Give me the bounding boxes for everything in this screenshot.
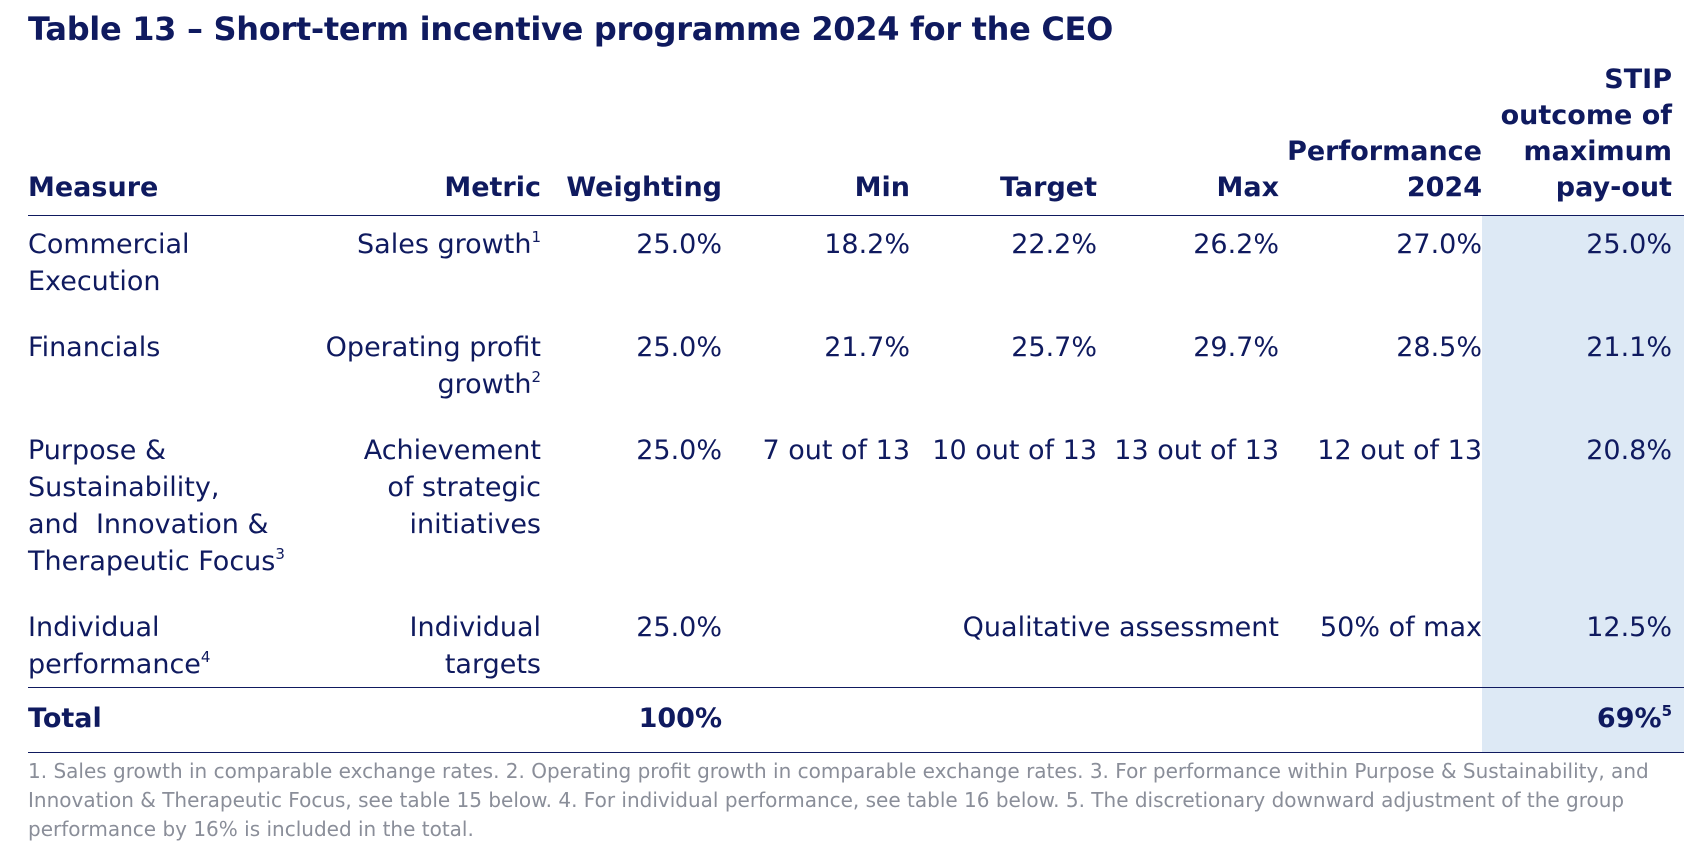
metric-line: initiatives (409, 509, 542, 540)
total-row: Total 100% 69%5 (28, 687, 1684, 753)
min-cell: 7 out of 13 (762, 435, 910, 466)
performance-cell: 12 out of 13 (1317, 435, 1482, 466)
measure-cell: Financials (28, 319, 298, 422)
qualitative-assessment-cell: Qualitative assessment (722, 599, 1279, 688)
performance-cell: 28.5% (1396, 332, 1482, 363)
measure-line: Execution (28, 266, 161, 297)
header-max: Max (1097, 62, 1279, 216)
metric-text: growth (437, 369, 532, 400)
table-title: Table 13 – Short-term incentive programm… (28, 10, 1114, 48)
metric-line: targets (444, 649, 541, 680)
measure-line: Therapeutic Focus3 (28, 543, 298, 580)
measure-cell: Purpose & Sustainability, and Innovation… (28, 422, 298, 599)
header-performance-line-1: Performance (1287, 136, 1482, 167)
max-cell: 26.2% (1193, 229, 1279, 260)
outcome-cell: 25.0% (1482, 215, 1684, 319)
header-stip-line-1: STIP (1604, 64, 1672, 95)
header-metric: Metric (298, 62, 541, 216)
weighting-cell: 25.0% (636, 435, 722, 466)
metric-line: of strategic (387, 472, 541, 503)
incentive-table: Measure Metric Weighting Min Target Max … (28, 62, 1684, 753)
table-row-individual-performance: Individual performance4 Individual targe… (28, 599, 1684, 688)
min-cell: 21.7% (824, 332, 910, 363)
empty-cell (298, 687, 541, 753)
header-stip-line-2: outcome of (1500, 100, 1672, 131)
footnote-marker: 1 (531, 228, 541, 246)
table-row-financials: Financials Operating profit growth2 25.0… (28, 319, 1684, 422)
measure-cell: Commercial Execution (28, 216, 298, 320)
max-cell: 29.7% (1193, 332, 1279, 363)
target-cell: 10 out of 13 (932, 435, 1097, 466)
header-stip-line-3: maximum (1523, 136, 1672, 167)
total-outcome: 69%5 (1482, 687, 1684, 753)
header-target: Target (910, 62, 1097, 216)
metric-cell: Individual targets (298, 599, 541, 688)
min-cell: 18.2% (824, 229, 910, 260)
outcome-cell: 12.5% (1482, 599, 1684, 688)
metric-cell: Achievement of strategic initiatives (298, 422, 541, 599)
outcome-cell: 21.1% (1482, 319, 1684, 422)
empty-cell (1097, 687, 1279, 753)
measure-text: performance (28, 649, 201, 680)
measure-line: Sustainability, (28, 472, 220, 503)
measure-line: Financials (28, 332, 161, 363)
measure-line: and Innovation & (28, 509, 269, 540)
weighting-cell: 25.0% (636, 332, 722, 363)
empty-cell (722, 687, 910, 753)
table-row-purpose-sustainability: Purpose & Sustainability, and Innovation… (28, 422, 1684, 599)
footnote-marker: 2 (531, 368, 541, 386)
max-cell: 13 out of 13 (1114, 435, 1279, 466)
footnote-marker: 3 (275, 545, 285, 563)
header-performance-line-2: 2024 (1406, 172, 1482, 203)
metric-line: Sales growth1 (298, 226, 541, 263)
metric-line: Achievement (363, 435, 541, 466)
outcome-cell: 20.8% (1482, 422, 1684, 599)
measure-cell: Individual performance4 (28, 599, 298, 688)
header-min: Min (722, 62, 910, 216)
metric-cell: Sales growth1 (298, 216, 541, 320)
empty-cell (910, 687, 1097, 753)
target-cell: 25.7% (1011, 332, 1097, 363)
footnote-marker: 5 (1661, 702, 1672, 720)
total-outcome-value: 69% (1596, 703, 1662, 734)
metric-line: growth2 (298, 366, 542, 403)
weighting-cell: 25.0% (541, 599, 722, 688)
performance-cell: 50% of max (1279, 599, 1482, 688)
target-cell: 22.2% (1011, 229, 1097, 260)
header-stip-line-4: pay-out (1555, 172, 1672, 203)
measure-line: Commercial (28, 229, 190, 260)
total-weighting: 100% (541, 687, 722, 753)
header-measure: Measure (28, 62, 298, 216)
metric-line: Individual (409, 612, 542, 643)
empty-cell (1279, 687, 1482, 753)
measure-line: Individual (28, 612, 160, 643)
measure-line: performance4 (28, 646, 298, 683)
header-row: Measure Metric Weighting Min Target Max … (28, 62, 1684, 216)
metric-text: Sales growth (357, 229, 532, 260)
header-weighting: Weighting (541, 62, 722, 216)
performance-cell: 27.0% (1396, 229, 1482, 260)
metric-line: Operating profit (325, 332, 541, 363)
table-row-commercial-execution: Commercial Execution Sales growth1 25.0%… (28, 215, 1684, 320)
footnote-marker: 4 (200, 648, 211, 666)
total-label: Total (28, 687, 298, 753)
header-stip-outcome: STIP outcome of maximum pay-out (1482, 62, 1684, 216)
metric-cell: Operating profit growth2 (298, 319, 541, 422)
header-performance: Performance 2024 (1279, 62, 1482, 216)
measure-line: Purpose & (28, 435, 166, 466)
weighting-cell: 25.0% (636, 229, 722, 260)
table-footnotes: 1. Sales growth in comparable exchange r… (28, 759, 1649, 841)
measure-text: Therapeutic Focus (28, 546, 276, 577)
